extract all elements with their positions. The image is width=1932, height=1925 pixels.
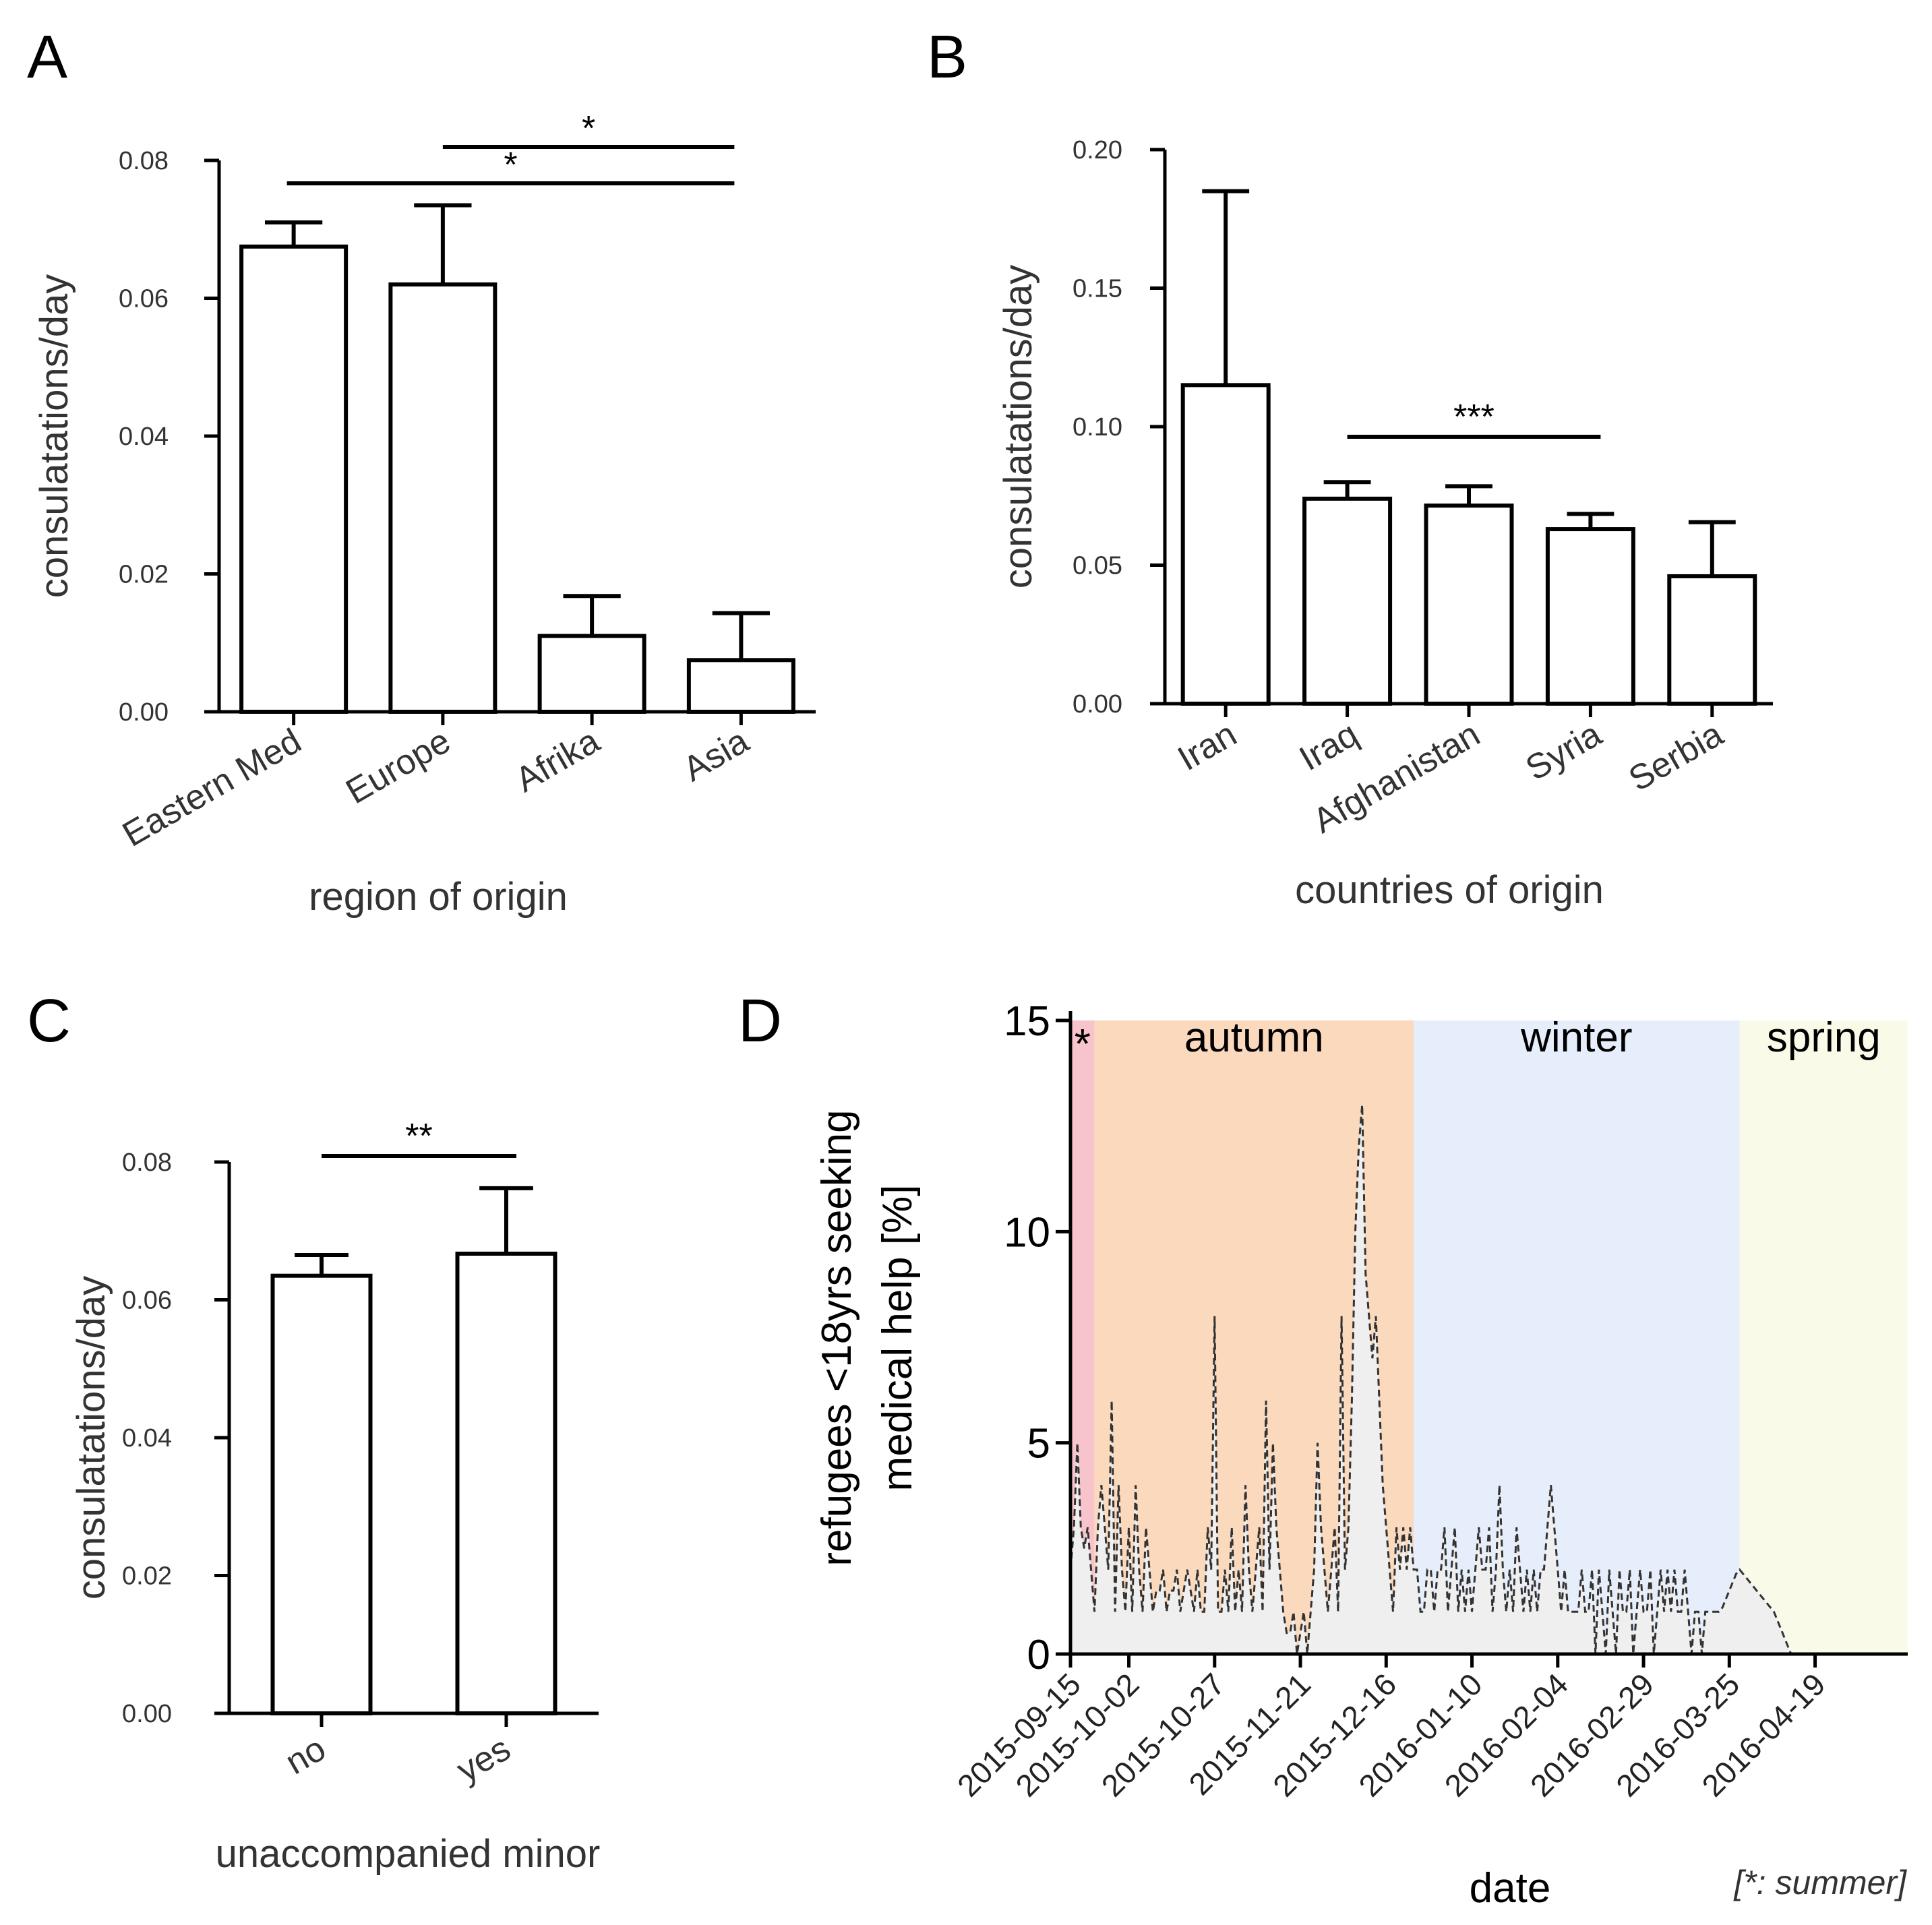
significance-stars-b: *** <box>1453 398 1495 437</box>
x-axis-title-d: date <box>1470 1865 1551 1912</box>
bar-b <box>1667 574 1757 706</box>
bar-b <box>1545 527 1635 706</box>
season-band <box>1414 1020 1740 1654</box>
x-axis-title-a: region of origin <box>309 875 568 919</box>
bar-b <box>1424 503 1514 706</box>
significance-stars-c: ** <box>405 1117 432 1156</box>
y-tick-label-d: 5 <box>1027 1421 1050 1467</box>
y-tick-label-b: 0.15 <box>1073 275 1122 303</box>
significance-stars-a: * <box>582 109 595 148</box>
category-label-b: Iran <box>1172 714 1244 778</box>
bar-b <box>1180 383 1271 706</box>
panel-label-d: D <box>738 987 782 1055</box>
season-label: autumn <box>1184 1014 1324 1061</box>
y-axis-title-c: consulatations/day <box>69 1276 113 1599</box>
chart-d: * autumn winter spring0510152015-09-152015-… <box>814 998 1908 1912</box>
category-label-c: yes <box>450 1729 517 1790</box>
y-axis-title-line2-d: medical help [%] <box>874 1185 921 1492</box>
y-tick-label-a: 0.04 <box>119 423 169 451</box>
bar-c <box>270 1273 373 1715</box>
y-tick-label-b: 0.10 <box>1073 413 1122 441</box>
category-label-a: Europe <box>340 721 457 812</box>
chart-a: 0.00 0.02 0.04 0.06 0.08 Eastern Med Europe Afr… <box>32 109 816 919</box>
category-label-b: Iraq <box>1293 714 1365 778</box>
y-axis-title-b: consulatations/day <box>996 265 1040 588</box>
season-band <box>1739 1020 1908 1654</box>
footnote-d: [*: summer] <box>1733 1864 1907 1901</box>
season-label: spring <box>1767 1014 1881 1061</box>
y-tick-label-a: 0.08 <box>119 147 169 175</box>
category-label-a: Eastern Med <box>116 721 307 855</box>
series-area <box>1070 1105 1891 1654</box>
bar-b <box>1302 496 1393 706</box>
y-tick-label-b: 0.20 <box>1073 136 1122 164</box>
y-tick-label-d: 0 <box>1027 1632 1050 1678</box>
chart-c: 0.00 0.02 0.04 0.06 0.08 no yes ** unaccompanied… <box>69 1117 600 1876</box>
season-label: * <box>1075 1021 1091 1068</box>
category-label-a: Afrika <box>509 721 606 800</box>
y-axis-title-a: consulatations/day <box>32 274 76 598</box>
category-label-c: no <box>279 1729 332 1782</box>
category-label-b: Serbia <box>1623 714 1730 799</box>
category-label-a: Asia <box>677 721 756 789</box>
y-tick-label-a: 0.06 <box>119 285 169 313</box>
bar-a <box>239 244 349 714</box>
bar-a <box>537 634 646 714</box>
y-tick-label-b: 0.05 <box>1073 552 1122 580</box>
y-tick-label-c: 0.00 <box>122 1700 172 1728</box>
y-tick-label-b: 0.00 <box>1073 690 1122 719</box>
x-axis-title-c: unaccompanied minor <box>216 1832 601 1876</box>
x-axis-title-b: countries of origin <box>1295 868 1604 912</box>
bar-a <box>388 282 497 714</box>
panel-label-b: B <box>927 24 967 91</box>
bar-c <box>455 1251 557 1716</box>
bar-a <box>686 658 795 714</box>
y-axis-title-line1-d: refugees <18yrs seeking <box>814 1109 860 1566</box>
y-tick-label-c: 0.02 <box>122 1562 172 1591</box>
significance-stars-a: * <box>504 146 517 185</box>
y-tick-label-d: 15 <box>1004 998 1050 1045</box>
panel-label-c: C <box>27 987 71 1055</box>
y-tick-label-a: 0.02 <box>119 561 169 589</box>
season-label: winter <box>1520 1014 1632 1061</box>
y-tick-label-c: 0.08 <box>122 1149 172 1177</box>
y-tick-label-c: 0.04 <box>122 1424 172 1453</box>
category-label-b: Syria <box>1519 714 1608 789</box>
series-line <box>1069 1105 1891 1655</box>
y-tick-label-c: 0.06 <box>122 1287 172 1315</box>
panel-label-a: A <box>27 24 67 91</box>
y-tick-label-a: 0.00 <box>119 698 169 727</box>
y-tick-label-d: 10 <box>1004 1209 1050 1256</box>
